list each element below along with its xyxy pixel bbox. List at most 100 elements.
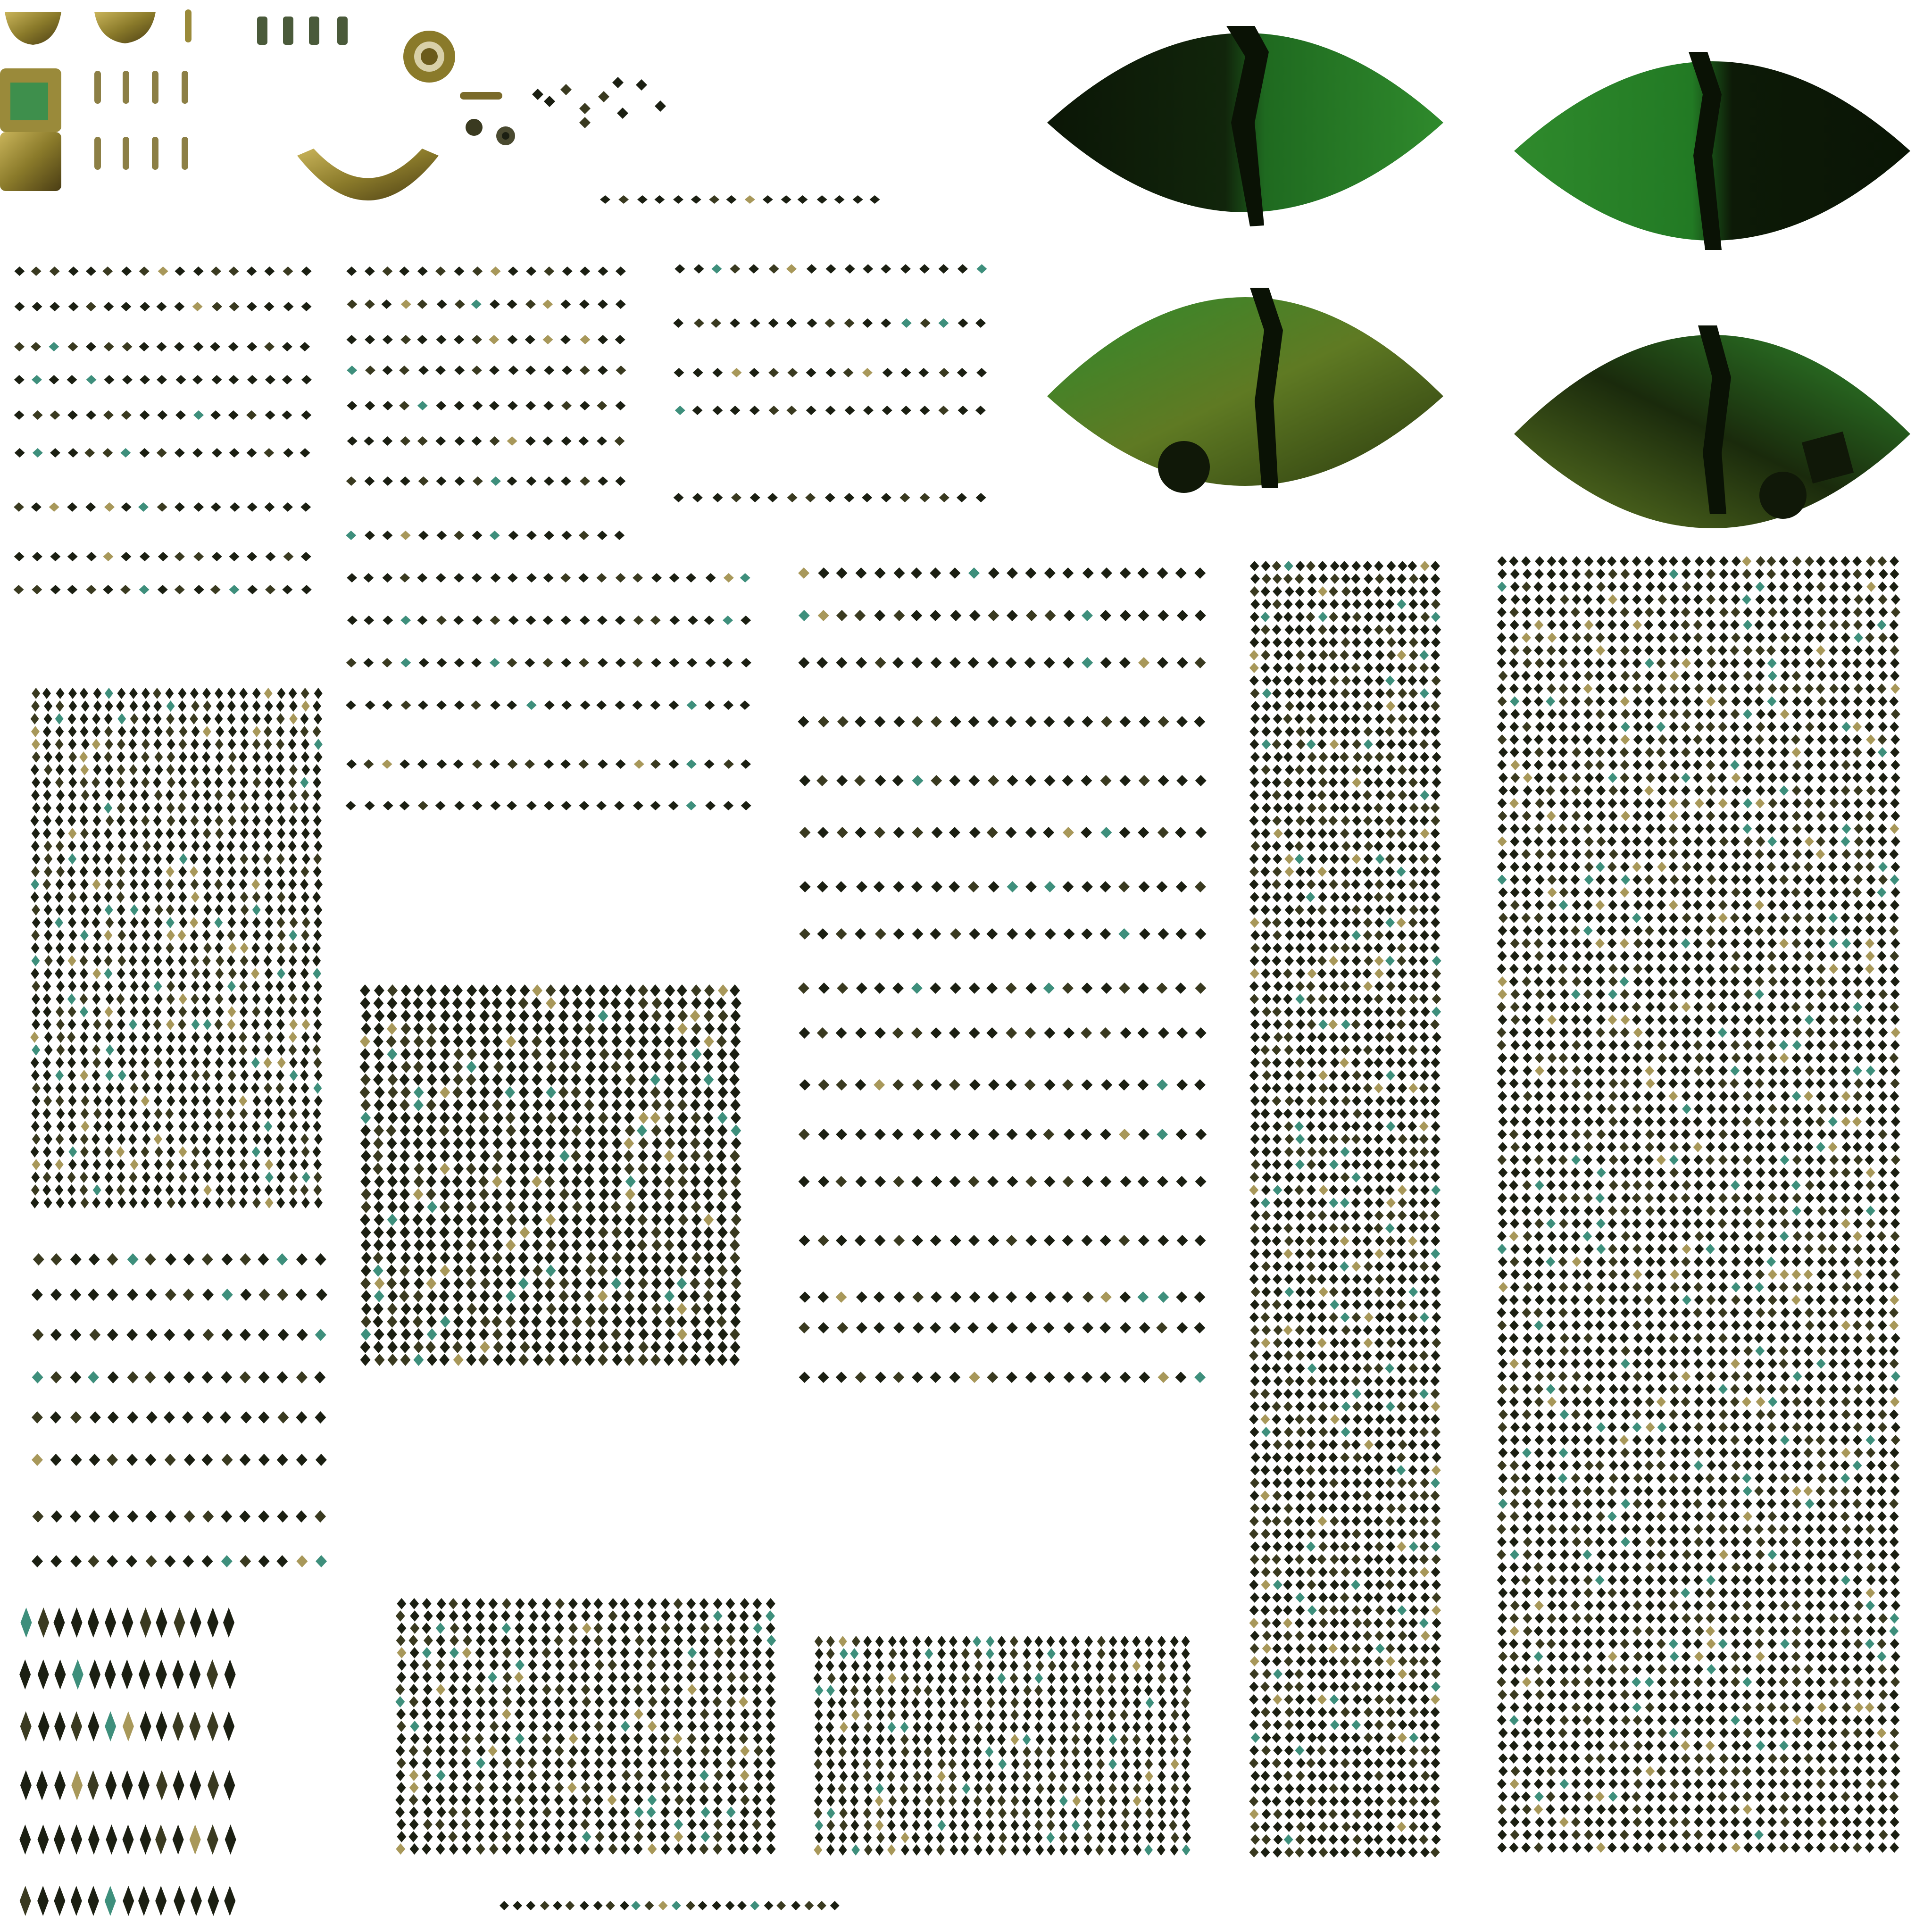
diamond-dot-icon	[156, 1770, 168, 1800]
diamond-dot-icon	[1059, 1709, 1068, 1721]
diamond-dot-icon	[948, 1771, 957, 1782]
diamond-dot-icon	[700, 1623, 710, 1634]
diamond-dot-icon	[673, 493, 684, 502]
diamond-dot-icon	[919, 264, 930, 274]
diamond-dot-icon	[55, 1083, 64, 1094]
diamond-dot-icon	[633, 1757, 643, 1769]
diamond-dot-icon	[568, 1733, 578, 1744]
diamond-dot-icon	[221, 1371, 233, 1383]
diamond-dot-icon	[387, 1074, 398, 1086]
diamond-dot-icon	[1317, 701, 1327, 711]
diamond-dot-icon	[677, 1290, 688, 1302]
diamond-dot-icon	[312, 1044, 321, 1056]
diamond-dot-icon	[1260, 1108, 1270, 1119]
diamond-dot-icon	[1132, 1636, 1141, 1647]
diamond-dot-icon	[1432, 1045, 1441, 1055]
diamond-dot-icon	[1397, 1045, 1407, 1055]
diamond-dot-icon	[1283, 790, 1293, 800]
diamond-dot-icon	[1431, 1096, 1441, 1106]
diamond-dot-icon	[731, 1137, 741, 1149]
diamond-dot-icon	[1352, 739, 1362, 749]
diamond-dot-icon	[1081, 1235, 1093, 1246]
diamond-dot-icon	[1420, 790, 1430, 800]
diamond-dot-icon	[1007, 775, 1018, 786]
diamond-dot-icon	[1034, 1758, 1043, 1770]
diamond-dot-icon	[798, 657, 810, 668]
diamond-dot-icon	[129, 1146, 138, 1158]
diamond-dot-icon	[141, 815, 150, 826]
diamond-dot-icon	[986, 1734, 995, 1745]
diamond-dot-icon	[1158, 1783, 1166, 1794]
diamond-dot-icon	[621, 1745, 631, 1757]
diamond-dot-icon	[544, 1201, 555, 1213]
diamond-dot-icon	[1023, 1636, 1032, 1647]
diamond-dot-icon	[240, 1253, 251, 1266]
diamond-dot-icon	[128, 1184, 137, 1196]
diamond-dot-icon	[382, 436, 393, 446]
diamond-dot-icon	[103, 552, 114, 561]
diamond-dot-icon	[1307, 1159, 1316, 1170]
diamond-dot-icon	[141, 1057, 150, 1068]
diamond-dot-icon	[105, 1070, 114, 1081]
diamond-dot-icon	[141, 1044, 150, 1056]
diamond-dot-icon	[1081, 1027, 1092, 1039]
diamond-dot-icon	[862, 368, 873, 377]
diamond-dot-icon	[489, 335, 500, 344]
diamond-dot-icon	[855, 716, 866, 727]
diamond-dot-icon	[1249, 1172, 1259, 1183]
diamond-dot-icon	[967, 1322, 979, 1333]
diamond-dot-icon	[1260, 866, 1270, 877]
diamond-dot-icon	[930, 983, 941, 994]
diamond-dot-icon	[386, 1099, 397, 1111]
diamond-dot-icon	[608, 1708, 618, 1720]
diamond-dot-icon	[227, 1006, 236, 1017]
diamond-dot-icon	[50, 1555, 62, 1567]
diamond-dot-icon	[558, 1290, 569, 1302]
diamond-dot-icon	[417, 573, 428, 583]
diamond-dot-icon	[827, 1673, 836, 1684]
diamond-dot-icon	[104, 688, 113, 699]
diamond-dot-icon	[949, 1129, 961, 1140]
diamond-dot-icon	[374, 1175, 385, 1188]
diamond-dot-icon	[1385, 816, 1395, 826]
diamond-dot-icon	[669, 573, 680, 583]
diamond-dot-icon	[676, 1048, 687, 1060]
diamond-dot-icon	[614, 531, 625, 540]
diamond-dot-icon	[1006, 1372, 1017, 1383]
diamond-dot-icon	[439, 1303, 450, 1315]
diamond-dot-icon	[478, 1112, 489, 1124]
diamond-dot-icon	[924, 1648, 933, 1659]
diamond-dot-icon	[967, 657, 979, 668]
diamond-dot-icon	[466, 1150, 476, 1162]
diamond-dot-icon	[240, 917, 249, 928]
diamond-dot-icon	[1364, 599, 1374, 609]
diamond-dot-icon	[1272, 841, 1282, 851]
diamond-dot-icon	[449, 1770, 458, 1781]
diamond-dot-icon	[1182, 1820, 1191, 1831]
diamond-dot-icon	[117, 1133, 126, 1145]
diamond-dot-icon	[1420, 1045, 1430, 1055]
diamond-dot-icon	[116, 1184, 125, 1196]
diamond-dot-icon	[436, 1610, 446, 1622]
diamond-dot-icon	[711, 318, 722, 328]
diamond-dot-icon	[1374, 994, 1383, 1004]
diamond-dot-icon	[142, 1032, 150, 1043]
diamond-dot-icon	[313, 981, 322, 992]
diamond-dot-icon	[949, 1648, 958, 1659]
diamond-dot-icon	[584, 1074, 595, 1086]
diamond-dot-icon	[191, 1095, 200, 1107]
diamond-dot-icon	[276, 955, 285, 966]
diamond-dot-icon	[130, 981, 139, 992]
diamond-dot-icon	[314, 1133, 323, 1145]
diamond-dot-icon	[533, 1163, 543, 1175]
diamond-dot-icon	[409, 1782, 419, 1793]
diamond-dot-icon	[973, 1758, 982, 1770]
diamond-dot-icon	[92, 739, 100, 750]
diamond-dot-icon	[1118, 928, 1130, 940]
diamond-dot-icon	[67, 1184, 76, 1196]
diamond-dot-icon	[673, 195, 684, 204]
diamond-dot-icon	[31, 955, 40, 966]
diamond-dot-icon	[1272, 1007, 1282, 1017]
diamond-dot-icon	[1009, 1673, 1018, 1684]
diamond-dot-icon	[489, 1843, 499, 1855]
